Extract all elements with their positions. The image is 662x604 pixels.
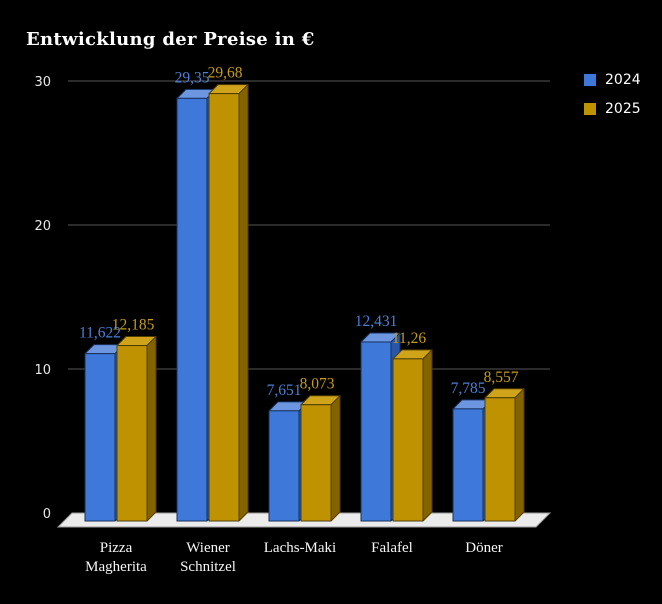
y-axis-tick-label: 10 [34, 363, 51, 378]
data-label-2024-2: 7,651 [267, 382, 302, 399]
bar-2024-Wiener Schnitzel [176, 97, 208, 522]
data-label-2025-1: 29,68 [208, 65, 243, 82]
bar-2025-Lachs-Maki [300, 404, 332, 522]
y-axis-tick-label: 30 [34, 75, 51, 90]
category-label: Döner [465, 540, 503, 556]
legend-item-2025: 2025 [584, 100, 641, 118]
y-axis-tick-label: 20 [34, 219, 51, 234]
legend-label-2025: 2025 [605, 101, 641, 117]
category-label: Lachs-Maki [264, 540, 336, 556]
legend-swatch-2024 [584, 74, 596, 86]
category-label: Wiener [186, 540, 230, 556]
legend: 2024 2025 [584, 71, 641, 129]
category-label: Pizza [100, 540, 133, 556]
bar-2025-Döner [484, 397, 516, 522]
legend-item-2024: 2024 [584, 71, 641, 89]
category-label: Schnitzel [180, 559, 236, 575]
legend-swatch-2025 [584, 103, 596, 115]
bar-2025-Falafel [392, 358, 424, 522]
category-label: Magherita [85, 559, 147, 575]
chart-title: Entwicklung der Preise in € [26, 29, 315, 50]
bar-side-2025-1 [238, 84, 249, 522]
bar-2025-Wiener Schnitzel [208, 93, 240, 522]
data-label-2025-3: 11,26 [392, 330, 427, 347]
bar-side-2025-4 [514, 388, 525, 522]
bar-2024-Falafel [360, 341, 392, 522]
bar-side-2025-0 [146, 336, 157, 522]
bar-2024-Pizza Magherita [84, 353, 116, 522]
data-label-2025-2: 8,073 [300, 376, 335, 393]
bar-2024-Döner [452, 408, 484, 522]
y-axis-tick-label: 0 [43, 507, 51, 522]
bar-2024-Lachs-Maki [268, 410, 300, 522]
legend-label-2024: 2024 [605, 72, 641, 88]
bar-2025-Pizza Magherita [116, 345, 148, 522]
bar-side-2025-3 [422, 349, 433, 522]
data-label-2024-4: 7,785 [451, 380, 486, 397]
bar-side-2025-2 [330, 395, 341, 522]
data-label-2025-0: 12,185 [112, 317, 155, 334]
category-label: Falafel [371, 540, 413, 556]
data-label-2025-4: 8,557 [484, 369, 519, 386]
data-label-2024-3: 12,431 [355, 313, 398, 330]
data-label-2024-0: 11,622 [79, 325, 121, 342]
data-label-2024-1: 29,35 [175, 69, 210, 86]
